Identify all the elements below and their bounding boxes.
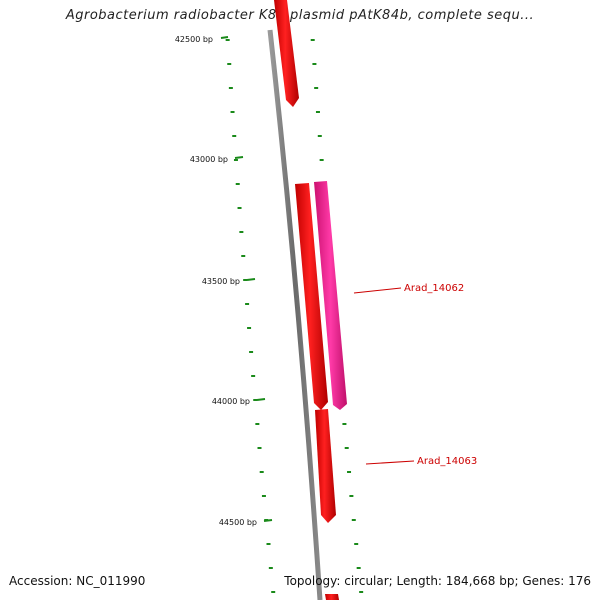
topology-summary: Topology: circular; Length: 184,668 bp; … <box>284 574 591 588</box>
gene-label: Arad_14062 <box>404 283 464 294</box>
inner-ring-marks <box>225 39 276 593</box>
map-title: Agrobacterium radiobacter K84 plasmid pA… <box>65 8 535 23</box>
gene-top[interactable] <box>274 0 299 107</box>
accession-text: Accession: NC_011990 <box>9 574 146 588</box>
tick-label: 42500 bp <box>175 35 213 44</box>
gene-red-middle[interactable] <box>295 183 328 410</box>
gene-label-group-14063: Arad_14063 <box>365 456 477 467</box>
tick-label: 43000 bp <box>190 155 228 164</box>
gene-label: Arad_14063 <box>417 456 477 467</box>
gene-label-group-14062: Arad_14062 <box>353 283 464 294</box>
gene-bottom[interactable] <box>325 594 339 600</box>
ruler: 42500 bp 43000 bp 43500 bp 44000 bp 4450… <box>175 35 273 527</box>
gene-arad-14063[interactable] <box>315 409 336 523</box>
tick-label: 43500 bp <box>202 277 240 286</box>
tick-label: 44500 bp <box>219 518 257 527</box>
backbone-arc <box>267 29 323 600</box>
gene-arad-14062[interactable] <box>314 181 347 410</box>
tick-label: 44000 bp <box>212 397 250 406</box>
